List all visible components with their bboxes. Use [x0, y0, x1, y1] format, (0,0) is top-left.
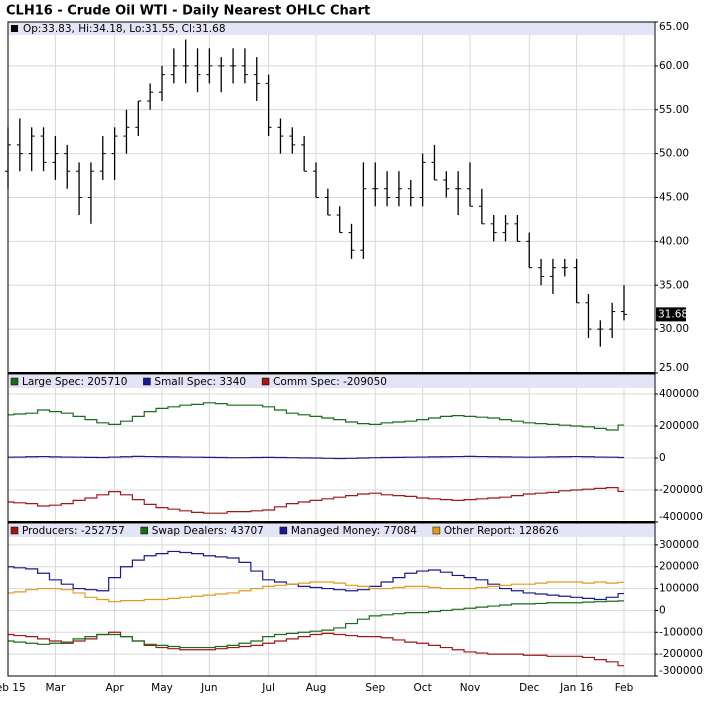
legend-text: Producers: -252757 [22, 525, 125, 537]
last-price-box [656, 307, 686, 322]
y-tick-label: 200000 [659, 420, 699, 432]
y-tick-label: 40.00 [659, 235, 689, 247]
legend-band [9, 22, 654, 35]
y-tick-label: 25.00 [659, 362, 689, 374]
x-tick-label: Apr [106, 682, 125, 694]
step-line [8, 581, 624, 603]
legend-swatch [143, 377, 151, 386]
chart-title: CLH16 - Crude Oil WTI - Daily Nearest OH… [6, 4, 370, 19]
step-line [8, 487, 624, 514]
step-line [8, 402, 624, 431]
x-tick-label: Sep [365, 682, 385, 694]
y-tick-label: 30.00 [659, 323, 689, 335]
x-tick-label: Jul [261, 682, 275, 694]
legend-swatch [261, 377, 270, 386]
x-tick-label: Aug [306, 682, 327, 694]
legend-swatch [279, 526, 288, 535]
x-tick-label: Feb 15 [0, 682, 26, 694]
y-tick-label: -300000 [659, 665, 703, 677]
y-tick-label: -100000 [659, 626, 703, 638]
y-tick-label: 300000 [659, 539, 699, 551]
legend-swatch [10, 377, 19, 386]
y-tick-label: 50.00 [659, 148, 689, 160]
y-tick-label: -400000 [659, 511, 703, 523]
legend-swatch [11, 25, 18, 32]
legend-band [9, 524, 654, 537]
y-tick-label: 0 [659, 604, 666, 616]
legend-text: Managed Money: 77084 [291, 525, 417, 537]
x-tick-label: Oct [414, 682, 432, 694]
x-tick-label: Dec [519, 682, 540, 694]
legend-swatch [140, 526, 148, 535]
y-tick-label: 65.00 [659, 21, 689, 33]
legend-swatch [432, 526, 441, 535]
y-tick-label: 100000 [659, 583, 699, 595]
legend-text: Small Spec: 3340 [154, 376, 246, 388]
x-tick-label: Jun [200, 682, 217, 694]
legend-text: Large Spec: 205710 [22, 376, 127, 388]
last-price-label: 31.68 [658, 308, 688, 320]
step-line [8, 550, 624, 601]
legend-text: Comm Spec: -209050 [273, 376, 387, 388]
y-tick-label: 200000 [659, 561, 699, 573]
y-tick-label: 400000 [659, 388, 699, 400]
y-tick-label: 45.00 [659, 192, 689, 204]
y-tick-label: -200000 [659, 648, 703, 660]
y-tick-label: 0 [659, 452, 666, 464]
y-tick-label: -200000 [659, 484, 703, 496]
y-tick-label: 35.00 [659, 279, 689, 291]
x-tick-label: May [151, 682, 173, 694]
legend-text: Op:33.83, Hi:34.18, Lo:31.55, Cl:31.68 [23, 23, 226, 35]
x-tick-label: Jan 16 [559, 682, 593, 694]
legend-swatch [10, 526, 19, 535]
x-tick-label: Nov [460, 682, 481, 694]
legend-band [9, 375, 654, 388]
legend-text: Swap Dealers: 43707 [152, 525, 264, 537]
y-tick-label: 55.00 [659, 104, 689, 116]
step-line [8, 600, 624, 649]
x-tick-label: Feb [615, 682, 634, 694]
step-line [8, 455, 624, 460]
legend-text: Other Report: 128626 [444, 525, 559, 537]
y-tick-label: 60.00 [659, 60, 689, 72]
x-tick-label: Mar [45, 682, 65, 694]
